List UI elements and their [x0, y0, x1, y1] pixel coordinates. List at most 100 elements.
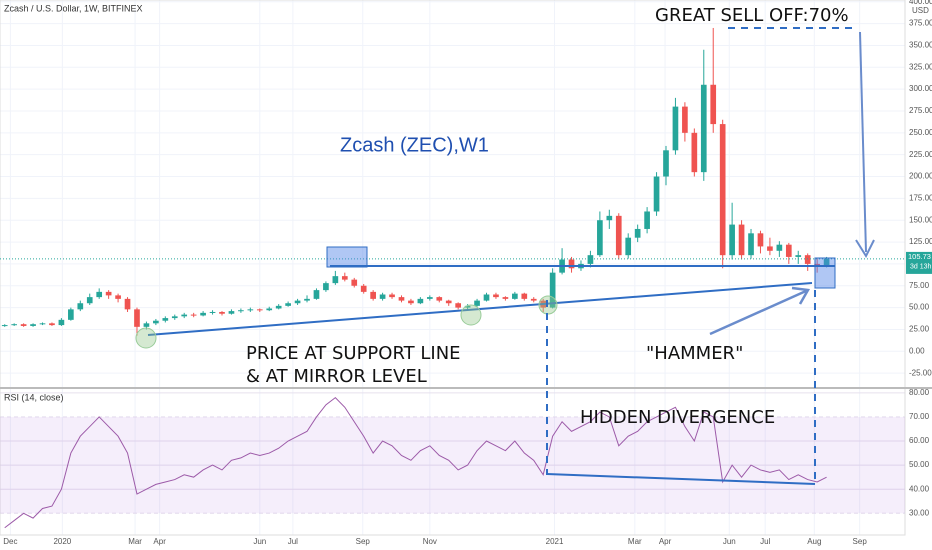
- candle-body: [351, 279, 358, 286]
- x-tick-label: Aug: [807, 537, 821, 546]
- currency: USD: [912, 6, 929, 15]
- rsi-zone: [0, 416, 905, 514]
- rsi-tick-label: 70.00: [909, 412, 930, 421]
- candle-body: [663, 150, 669, 177]
- candle-body: [625, 237, 632, 256]
- y-tick-label: 125.00: [909, 237, 932, 246]
- x-tick-label: Jul: [760, 537, 770, 546]
- candle-body: [153, 320, 159, 324]
- rsi-line: [4, 396, 827, 529]
- candle-body: [341, 276, 348, 280]
- rsi-band: [0, 416, 905, 514]
- rsi-legend: RSI (14, close): [4, 392, 64, 402]
- candle-body: [1, 325, 8, 327]
- candle-body: [256, 309, 263, 311]
- candle-body: [530, 298, 537, 301]
- candle-body: [682, 106, 688, 133]
- candle-body: [445, 300, 452, 304]
- candle-body: [757, 233, 764, 247]
- x-tick-label: Mar: [628, 537, 642, 546]
- candle-body: [606, 215, 613, 221]
- candle-body: [804, 255, 811, 264]
- candle-body: [11, 324, 18, 326]
- annotation: "HAMMER": [646, 343, 743, 364]
- rsi-tick-label: 30.00: [909, 508, 930, 517]
- mirror-box: [814, 257, 836, 289]
- x-tick-label: 2020: [53, 537, 71, 546]
- y-tick-label: 300.00: [909, 84, 932, 93]
- candle-body: [521, 293, 528, 299]
- candle-body: [228, 311, 235, 314]
- candle-body: [30, 324, 36, 326]
- candle-body: [200, 312, 206, 316]
- y-tick-label: 0.00: [909, 346, 925, 355]
- arrow: [859, 31, 867, 253]
- divergence-line: [546, 473, 816, 485]
- candle-body: [389, 294, 395, 298]
- rsi-tick-label: 60.00: [909, 436, 930, 445]
- candle-body: [285, 303, 291, 306]
- candle-body: [785, 244, 792, 257]
- x-tick-label: Nov: [423, 537, 437, 546]
- candle-body: [323, 283, 329, 291]
- candle-body: [219, 311, 225, 314]
- annotation: GREAT SELL OFF:70%: [655, 5, 849, 26]
- candle-body: [398, 297, 405, 301]
- candle-body: [134, 309, 140, 327]
- arrow-head: [791, 286, 811, 305]
- candle-body: [266, 308, 273, 311]
- candle-body: [483, 294, 490, 301]
- y-tick-label: 75.00: [909, 281, 930, 290]
- pane-border: [0, 0, 906, 536]
- candle-body: [49, 323, 55, 326]
- candle-body: [360, 285, 367, 292]
- candle-body: [748, 233, 754, 256]
- candle-body: [20, 324, 27, 326]
- countdown: 3d 13h: [910, 264, 932, 271]
- grid: [0, 0, 905, 535]
- x-tick-label: Jun: [723, 537, 736, 546]
- x-tick-label: 2021: [546, 537, 564, 546]
- candle-body: [417, 298, 424, 304]
- rsi-tick-label: 50.00: [909, 460, 930, 469]
- y-tick-label: 250.00: [909, 128, 932, 137]
- annotation: PRICE AT SUPPORT LINE: [246, 343, 461, 364]
- x-tick-label: Apr: [659, 537, 672, 546]
- touch-circle: [135, 327, 157, 349]
- candle-body: [426, 297, 433, 299]
- candle-body: [304, 298, 310, 301]
- y-tick-label: -25.00: [909, 368, 932, 377]
- candle-body: [568, 259, 575, 269]
- annotation: HIDDEN DIVERGENCE: [580, 407, 775, 428]
- candle-body: [455, 303, 462, 308]
- arrow: [709, 289, 807, 336]
- candle-body: [332, 276, 339, 284]
- candle-body: [115, 295, 121, 299]
- y-tick-label: 50.00: [909, 303, 930, 312]
- candle-body: [171, 316, 178, 319]
- x-tick-label: Sep: [853, 537, 868, 546]
- candle-body: [738, 224, 745, 256]
- candle-body: [238, 310, 244, 312]
- candle-body: [795, 255, 802, 257]
- candle-body: [644, 211, 650, 229]
- candle-body: [181, 314, 188, 317]
- candle-body: [719, 124, 726, 256]
- candle-body: [436, 297, 443, 301]
- rsi-tick-label: 80.00: [909, 388, 930, 397]
- price-tag: [906, 251, 932, 274]
- y-tick-label: 150.00: [909, 215, 932, 224]
- candle-body: [729, 224, 735, 256]
- touch-circle: [460, 304, 482, 326]
- candle-body: [464, 305, 471, 308]
- candle-body: [823, 258, 830, 266]
- y-tick-label: 175.00: [909, 193, 932, 202]
- candle-body: [493, 294, 499, 298]
- candle-body: [814, 263, 820, 266]
- candle-body: [597, 220, 603, 256]
- candle-body: [587, 255, 594, 264]
- x-tick-label: Mar: [128, 537, 142, 546]
- y-tick-label: 225.00: [909, 150, 932, 159]
- candle-body: [549, 272, 556, 308]
